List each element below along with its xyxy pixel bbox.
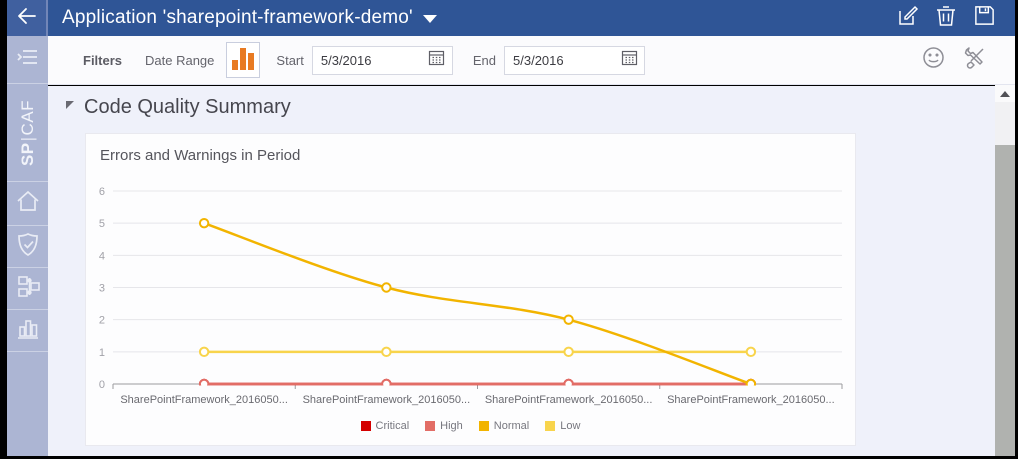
save-button[interactable] — [971, 5, 997, 31]
svg-text:SharePointFramework_2016050...: SharePointFramework_2016050... — [667, 394, 835, 406]
collapse-triangle-icon — [66, 100, 74, 109]
legend-label: Low — [560, 420, 581, 432]
trash-icon — [935, 4, 957, 33]
bar-chart-filter-icon — [229, 40, 257, 77]
end-label: End — [472, 52, 497, 68]
spcaf-logo: SP|CAF — [18, 99, 38, 165]
delete-button[interactable] — [933, 5, 959, 31]
smiley-icon — [921, 45, 946, 75]
svg-text:3: 3 — [99, 283, 105, 295]
svg-text:SharePointFramework_2016050...: SharePointFramework_2016050... — [120, 394, 288, 406]
spcaf-logo-pipe: | — [17, 135, 37, 141]
section-title: Code Quality Summary — [84, 96, 291, 118]
back-button[interactable] — [7, 0, 48, 36]
toggle-menu-icon — [15, 44, 41, 75]
filter-bar-actions — [919, 46, 1015, 74]
legend-swatch — [425, 421, 436, 431]
page-title: Application 'sharepoint-framework-demo' — [62, 7, 413, 28]
legend-swatch — [545, 421, 556, 431]
legend-swatch — [360, 421, 371, 431]
top-bar-actions — [895, 5, 1015, 31]
home-icon — [14, 188, 42, 219]
dependencies-icon — [14, 273, 41, 305]
start-label: Start — [276, 52, 304, 68]
filters-label: Filters — [83, 52, 123, 68]
date-range-chart-button[interactable] — [226, 40, 261, 78]
chart-card: 0 1 2 3 4 5 6 SharePointFramework_2016050... Sha… — [85, 133, 856, 446]
edit-button[interactable] — [895, 5, 921, 31]
svg-text:1: 1 — [99, 347, 105, 359]
spcaf-logo-bold: SP — [17, 141, 37, 166]
scrollbar-thumb[interactable] — [995, 145, 1015, 456]
sidebar-item-home[interactable] — [7, 182, 48, 226]
filter-bar: Filters Date Range Start — [48, 36, 1015, 85]
sidebar-item-reports[interactable] — [7, 310, 48, 352]
svg-text:SharePointFramework_2016050...: SharePointFramework_2016050... — [303, 394, 471, 406]
save-icon — [973, 4, 996, 32]
top-bar: Application 'sharepoint-framework-demo' — [7, 0, 1015, 36]
sidebar-item-spcaf-logo[interactable]: SP|CAF — [7, 84, 48, 182]
svg-text:0: 0 — [99, 379, 105, 391]
scroll-up-arrow-icon — [1000, 90, 1010, 97]
svg-text:4: 4 — [99, 250, 105, 262]
svg-text:5: 5 — [99, 218, 105, 230]
end-date-picker — [504, 45, 646, 75]
settings-button[interactable] — [961, 46, 989, 74]
legend-label: Normal — [493, 420, 530, 432]
spcaf-logo-rest: CAF — [17, 99, 37, 135]
legend-item[interactable]: High — [425, 420, 463, 432]
legend-item[interactable]: Critical — [360, 420, 410, 432]
date-range-label: Date Range — [145, 52, 215, 68]
section-collapse-toggle[interactable]: Code Quality Summary — [66, 96, 291, 119]
start-date-input[interactable] — [312, 52, 422, 68]
edit-icon — [896, 4, 920, 33]
back-arrow-icon — [15, 4, 39, 33]
legend-item[interactable]: Low — [545, 420, 580, 432]
tools-icon — [962, 44, 989, 76]
start-calendar-button[interactable] — [422, 47, 452, 74]
shield-check-icon — [15, 231, 41, 263]
chart-legend: Critical High Normal Low — [86, 420, 855, 432]
sidebar-item-toggle-menu[interactable] — [7, 36, 48, 84]
feedback-button[interactable] — [919, 46, 947, 74]
svg-text:2: 2 — [99, 315, 105, 327]
legend-item[interactable]: Normal — [478, 420, 530, 432]
chevron-down-icon — [422, 15, 437, 23]
start-date-picker — [311, 45, 453, 75]
app-title-dropdown[interactable]: Application 'sharepoint-framework-demo' — [62, 7, 437, 29]
legend-label: Critical — [375, 420, 410, 432]
bar-chart-icon — [15, 315, 41, 346]
chart-title: Errors and Warnings in Period — [100, 147, 301, 164]
svg-text:SharePointFramework_2016050...: SharePointFramework_2016050... — [485, 394, 653, 406]
end-date-input[interactable] — [505, 52, 615, 68]
calendar-icon — [428, 49, 445, 71]
end-calendar-button[interactable] — [614, 47, 644, 74]
chart-svg: 0 1 2 3 4 5 6 SharePointFramework_2016050... Sha… — [99, 186, 843, 406]
svg-text:6: 6 — [99, 186, 105, 198]
main-content: Code Quality Summary 0 1 2 3 4 5 6 SharePointFr… — [48, 86, 995, 456]
legend-label: High — [440, 420, 463, 432]
sidebar-item-dependencies[interactable] — [7, 268, 48, 310]
scroll-up-button[interactable] — [995, 85, 1015, 102]
legend-swatch — [478, 421, 489, 431]
calendar-icon — [621, 49, 638, 71]
vertical-scrollbar[interactable] — [995, 85, 1015, 456]
sidebar: SP|CAF — [7, 36, 48, 456]
sidebar-item-quality[interactable] — [7, 226, 48, 268]
